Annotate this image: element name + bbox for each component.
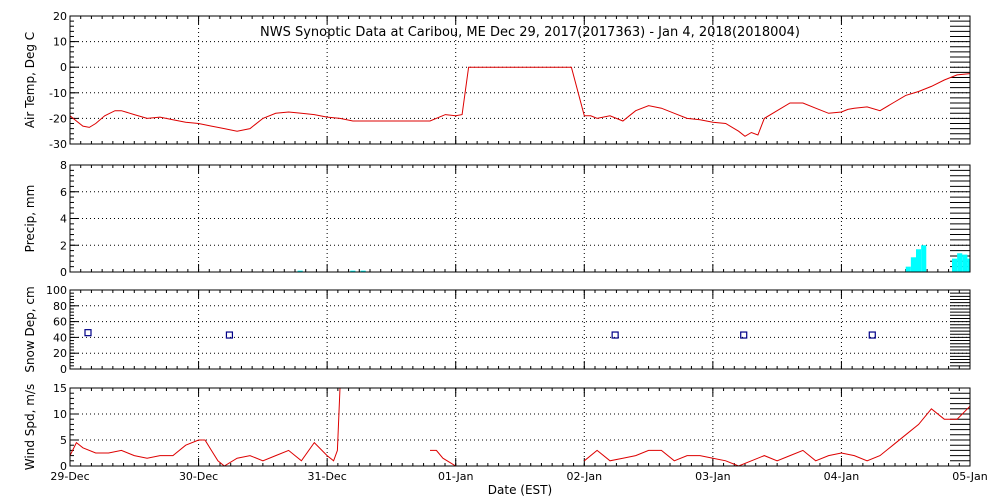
chart-title: NWS Synoptic Data at Caribou, ME Dec 29,… [260,25,800,40]
series-line [583,405,970,466]
precip-bar [957,253,963,272]
precip-bar [916,249,922,272]
y-tick-label: 20 [53,10,67,23]
y-tick-label: 40 [53,331,67,344]
x-tick-label: 05-Jan [952,470,988,483]
x-axis-label: Date (EST) [488,483,552,497]
x-tick-label: 03-Jan [695,470,731,483]
y-tick-label: 15 [53,382,67,395]
series-group [297,245,970,272]
snow-depth-point [84,329,92,337]
y-tick-label: 2 [60,239,67,252]
y-axis-label: Precip, mm [23,185,37,253]
y-axis-label: Snow Dep, cm [23,286,37,372]
x-tick-label: 30-Dec [179,470,218,483]
precip-bar [921,245,927,272]
precip-bar [297,270,303,272]
panel-frame [69,164,971,273]
y-tick-label: 6 [60,186,67,199]
panel-frame [69,289,971,370]
y-tick-label: -10 [49,87,67,100]
y-tick-label: 10 [53,408,67,421]
y-tick-label: 5 [60,434,67,447]
panel-snow_depth: 0 20 40 60 80 100 Snow Dep, cm [23,284,971,376]
x-tick-label: 04-Jan [824,470,860,483]
y-tick-label: -30 [49,138,67,151]
snow-depth-point [611,331,619,339]
snow-depth-point [225,331,234,339]
y-tick-label: 8 [60,159,67,172]
y-tick-label: 4 [60,213,67,226]
y-tick-label: 0 [60,266,67,279]
snow-depth-point [868,331,876,339]
series-group [84,329,876,339]
panel-air_temp: -30 -20 -10 0 10 20 Air Temp, Deg C [23,10,971,151]
precip-bar [350,270,356,272]
x-tick-label: 31-Dec [308,470,347,483]
precip-bar [962,254,968,272]
panel-wind_speed: 0 5 10 15 Wind Spd, m/s [23,382,971,473]
y-tick-label: 0 [60,460,67,473]
series-line [70,66,970,137]
precip-bar [910,257,916,272]
panel-frame [69,387,971,467]
precip-bar [360,270,366,272]
series-group [70,66,970,137]
y-tick-label: -20 [49,112,67,125]
panel-frame [69,15,971,145]
x-tick-label: 29-Dec [50,470,89,483]
x-tick-label: 01-Jan [438,470,474,483]
y-axis-label: Air Temp, Deg C [23,32,37,128]
y-axis-label: Wind Spd, m/s [23,384,37,470]
series-group [70,388,970,466]
series-line [70,388,341,466]
precip-bar [967,258,970,272]
y-tick-label: 100 [46,284,67,297]
x-tick-label: 02-Jan [567,470,603,483]
snow-depth-point [740,331,748,339]
y-tick-label: 0 [60,363,67,376]
y-tick-label: 60 [53,316,67,329]
y-tick-label: 20 [53,347,67,360]
panel-precip: 0 2 4 6 8 Precip, mm [23,159,971,279]
y-tick-label: 80 [53,300,67,313]
y-tick-label: 0 [60,61,67,74]
plot-area: -30 -20 -10 0 10 20 Air Temp, Deg C 0 2 4 6 8 Precip… [23,10,988,483]
series-line [430,449,456,466]
precip-bar [952,258,958,272]
y-tick-label: 10 [53,36,67,49]
precip-bar [905,266,911,272]
